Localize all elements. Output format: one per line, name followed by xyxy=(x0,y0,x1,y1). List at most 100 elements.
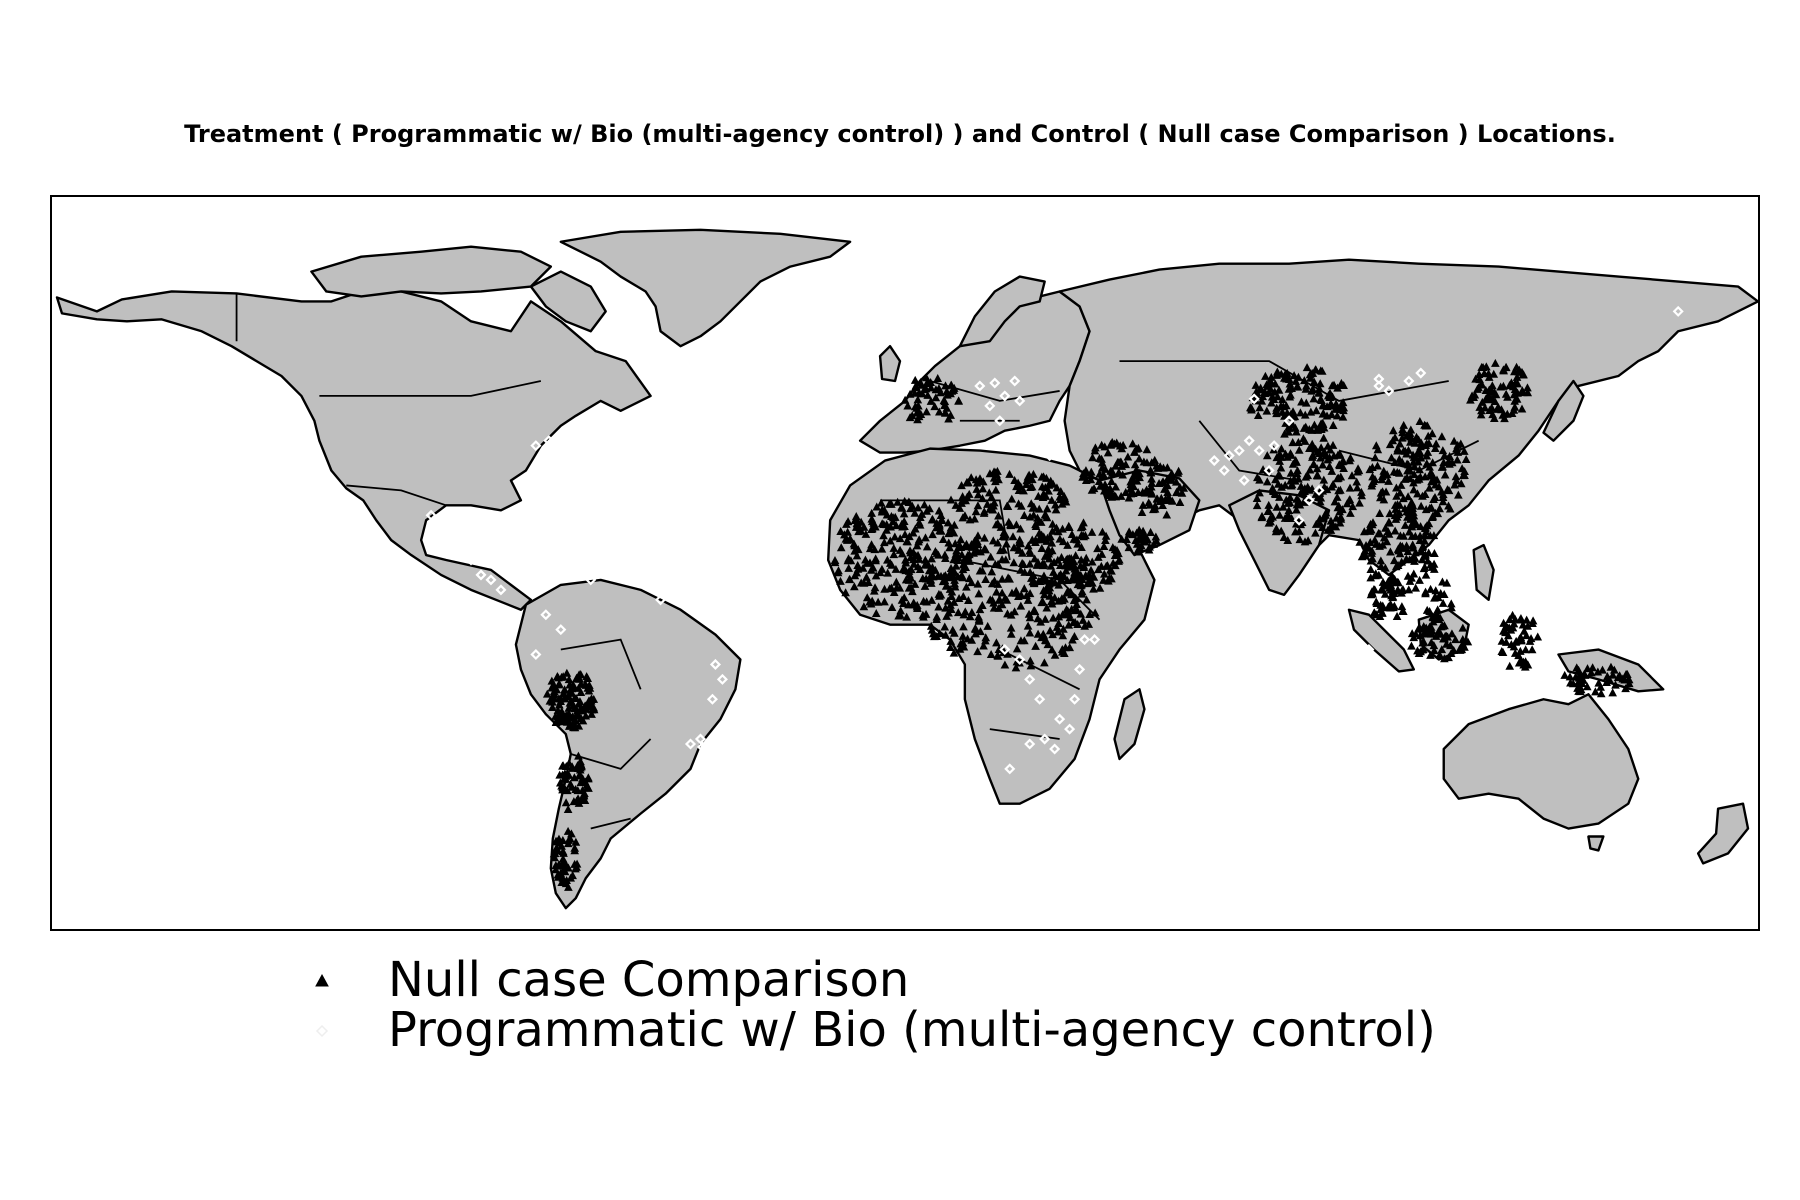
control-location-marker xyxy=(1416,501,1426,510)
control-location-marker xyxy=(993,559,1003,568)
control-location-marker xyxy=(1069,618,1078,627)
control-location-marker xyxy=(992,587,1001,596)
landmass-new-zealand xyxy=(1696,802,1750,865)
control-location-marker xyxy=(1081,558,1091,567)
control-location-marker xyxy=(941,408,950,417)
control-location-marker xyxy=(906,573,916,582)
control-location-marker xyxy=(1175,482,1185,491)
treatment-location-marker xyxy=(1363,644,1375,656)
control-location-marker xyxy=(1076,609,1086,618)
control-location-marker xyxy=(1292,427,1301,436)
control-location-marker xyxy=(1078,522,1087,531)
control-location-marker xyxy=(910,508,920,517)
control-location-marker xyxy=(1126,480,1136,489)
control-location-marker xyxy=(946,573,955,582)
control-location-marker xyxy=(859,522,869,531)
control-location-marker xyxy=(1326,516,1336,525)
control-location-marker xyxy=(1128,439,1138,448)
control-location-marker xyxy=(914,537,923,546)
control-location-marker xyxy=(1294,445,1304,454)
control-location-marker xyxy=(1103,448,1113,457)
control-location-marker xyxy=(1496,382,1506,391)
control-location-marker xyxy=(1379,495,1389,504)
world-map[interactable] xyxy=(52,197,1758,929)
control-location-marker xyxy=(1400,446,1410,455)
control-location-marker xyxy=(1276,463,1286,472)
control-location-marker xyxy=(1365,465,1375,474)
control-location-marker xyxy=(1116,457,1125,466)
control-location-marker xyxy=(1294,526,1304,535)
control-location-marker xyxy=(1016,524,1025,533)
control-location-marker xyxy=(947,380,956,389)
control-location-marker xyxy=(836,526,845,535)
control-location-marker xyxy=(1165,495,1175,504)
treatment-location-marker xyxy=(475,569,487,581)
control-location-marker xyxy=(1060,594,1069,603)
control-location-marker xyxy=(1008,532,1018,541)
control-location-marker xyxy=(1491,358,1500,367)
control-location-marker xyxy=(1075,572,1084,581)
control-location-marker xyxy=(944,538,954,547)
control-location-marker xyxy=(836,543,846,552)
control-location-marker xyxy=(564,882,573,891)
control-location-marker xyxy=(1397,602,1407,611)
control-location-marker xyxy=(1390,433,1400,442)
control-location-marker xyxy=(978,494,987,503)
control-location-marker xyxy=(575,674,585,683)
control-location-marker xyxy=(1422,605,1432,614)
treatment-location-marker xyxy=(1592,559,1604,571)
control-location-marker xyxy=(1373,445,1383,454)
control-location-marker xyxy=(1438,462,1447,471)
control-location-marker xyxy=(1332,411,1342,420)
control-location-marker xyxy=(885,584,895,593)
control-location-marker xyxy=(1088,453,1097,462)
control-location-marker xyxy=(1368,518,1378,527)
control-location-marker xyxy=(1456,479,1466,488)
control-location-marker xyxy=(859,602,869,611)
landmass-great-britain xyxy=(878,344,902,383)
control-location-marker xyxy=(903,401,913,410)
control-location-marker xyxy=(549,694,559,703)
control-location-marker xyxy=(980,533,989,542)
control-location-marker xyxy=(996,522,1006,531)
control-location-marker xyxy=(1035,528,1044,537)
control-location-marker xyxy=(946,643,955,652)
control-location-marker xyxy=(1388,426,1398,435)
control-location-marker xyxy=(576,687,586,696)
control-location-marker xyxy=(975,474,985,483)
control-location-marker xyxy=(931,565,940,574)
control-location-marker xyxy=(890,532,900,541)
control-location-marker xyxy=(1458,623,1468,632)
control-location-marker xyxy=(1596,689,1606,698)
control-location-marker xyxy=(1375,508,1385,518)
control-location-marker xyxy=(1073,619,1082,628)
control-location-marker xyxy=(956,535,966,544)
control-location-marker xyxy=(1397,588,1406,597)
map-frame[interactable] xyxy=(50,195,1760,931)
treatment-location-marker xyxy=(236,703,248,715)
treatment-location-marker xyxy=(1049,743,1061,755)
control-location-marker xyxy=(574,751,583,760)
control-location-marker xyxy=(1339,403,1349,412)
control-location-marker xyxy=(833,568,843,577)
control-markers xyxy=(542,358,1634,891)
control-location-marker xyxy=(1438,598,1448,607)
control-location-marker xyxy=(1421,527,1431,536)
control-location-marker xyxy=(1379,603,1388,612)
control-location-marker xyxy=(941,381,950,390)
control-location-marker xyxy=(1380,589,1390,598)
control-location-marker xyxy=(987,579,997,588)
control-location-marker xyxy=(1457,464,1467,473)
control-location-marker xyxy=(1451,472,1461,481)
control-location-marker xyxy=(1086,475,1096,484)
control-location-marker xyxy=(1014,545,1024,554)
control-location-marker xyxy=(1378,540,1388,549)
control-location-marker xyxy=(1134,443,1143,452)
treatment-location-marker xyxy=(1248,393,1260,405)
control-location-marker xyxy=(1395,500,1405,509)
treatment-location-marker xyxy=(1682,599,1694,611)
control-location-marker xyxy=(1000,593,1010,602)
control-location-marker xyxy=(1574,665,1583,674)
control-location-marker xyxy=(1111,482,1121,491)
control-location-marker xyxy=(1175,497,1185,506)
